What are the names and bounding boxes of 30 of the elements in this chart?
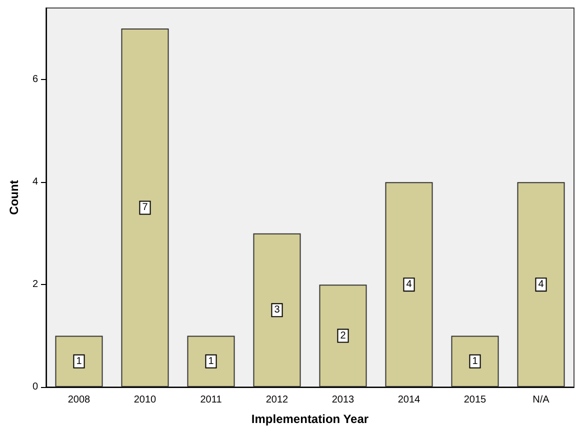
x-tick-label: 2008 [68, 394, 91, 406]
y-axis-title: Count [7, 180, 21, 215]
bar [55, 336, 103, 387]
data-label: 1 [472, 356, 478, 367]
data-label: 2 [340, 330, 346, 342]
bar [517, 182, 565, 387]
x-tick-label: 2012 [266, 394, 289, 406]
data-label: 4 [538, 279, 544, 290]
bar [121, 28, 169, 387]
y-tick-label: 4 [32, 176, 38, 188]
y-tick-label: 2 [32, 279, 38, 290]
bar [187, 336, 235, 387]
data-label: 1 [208, 356, 214, 367]
data-label: 7 [142, 202, 148, 214]
x-tick-label: 2011 [200, 394, 222, 406]
data-label: 3 [274, 304, 280, 316]
y-tick-label: 6 [32, 74, 38, 86]
data-label: 4 [406, 279, 412, 290]
bar [319, 284, 367, 387]
x-tick-label: 2013 [332, 394, 355, 406]
bar [385, 182, 433, 387]
x-axis-title: Implementation Year [251, 412, 369, 426]
bar [451, 336, 499, 387]
bar [253, 233, 301, 387]
x-tick-label: 2015 [464, 394, 487, 406]
x-tick-label: N/A [532, 394, 550, 406]
data-label: 1 [76, 356, 82, 367]
x-tick-label: 2010 [134, 394, 157, 406]
y-tick-label: 0 [32, 382, 38, 392]
x-tick-label: 2014 [398, 394, 421, 406]
